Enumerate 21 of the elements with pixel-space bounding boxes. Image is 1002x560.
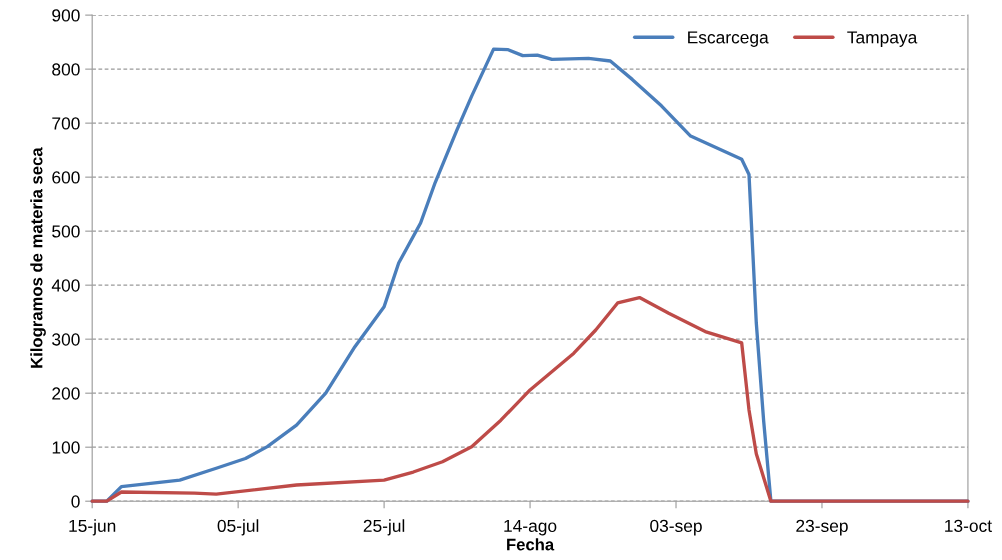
x-tick-label: 15-jun — [69, 519, 116, 536]
x-tick-label: 23-sep — [796, 519, 848, 536]
legend-label: Tampaya — [847, 31, 918, 47]
legend-label: Escarcega — [688, 31, 769, 47]
x-tick-label: 13-oct — [945, 519, 992, 533]
y-tick-label: 800 — [52, 63, 80, 76]
y-tick-label: 500 — [52, 225, 80, 238]
x-tick-label: 05-jul — [217, 519, 259, 536]
x-tick-label: 14-ago — [504, 519, 557, 536]
y-tick-label: 700 — [52, 117, 80, 130]
y-tick-label: 100 — [52, 441, 80, 454]
y-tick-label: 200 — [52, 387, 80, 400]
x-tick-label: 03-sep — [650, 519, 702, 536]
y-axis-title: Kilogramos de materia seca — [30, 147, 46, 368]
y-tick-label: 600 — [52, 171, 80, 184]
y-tick-label: 300 — [52, 333, 80, 346]
y-tick-label: 900 — [52, 9, 80, 22]
y-tick-label: 400 — [51, 279, 80, 292]
y-tick-label: 0 — [71, 495, 80, 508]
x-axis-title: Fecha — [507, 538, 555, 551]
x-tick-label: 25-jul — [363, 519, 405, 536]
